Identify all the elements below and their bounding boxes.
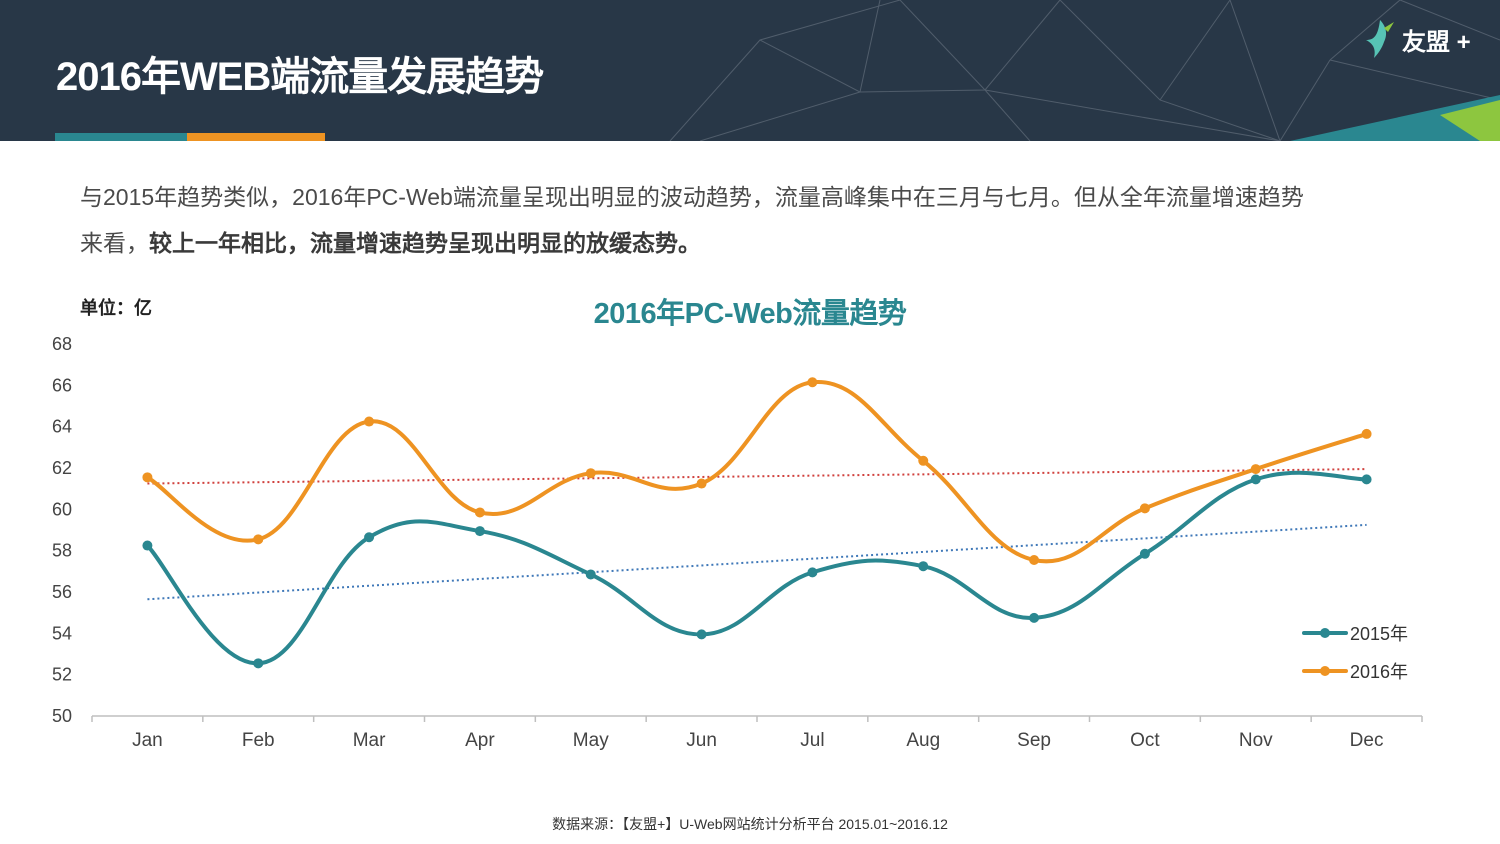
description-line-2-plain: 来看， [80, 230, 149, 256]
x-tick-label: Jan [132, 730, 163, 751]
x-tick-label: Nov [1239, 730, 1273, 751]
legend-marker [1320, 666, 1330, 676]
data-point [253, 658, 264, 669]
data-point [253, 534, 264, 545]
y-tick-label: 66 [52, 375, 72, 395]
data-point [696, 478, 707, 489]
green-corner-shape [1440, 100, 1500, 141]
data-point [474, 507, 485, 518]
legend-label: 2016年 [1350, 662, 1409, 682]
header-banner: 2016年WEB端流量发展趋势 友盟 + [0, 0, 1500, 141]
legend-label: 2015年 [1350, 624, 1409, 644]
source-note: 数据来源：【友盟+】U-Web网站统计分析平台 2015.01~2016.12 [552, 816, 948, 832]
data-point [1029, 612, 1040, 623]
x-tick-label: Jun [686, 730, 717, 751]
description-text: 与2015年趋势类似，2016年PC-Web端流量呈现出明显的波动趋势，流量高峰… [80, 174, 1440, 266]
data-point [585, 569, 596, 580]
data-point [142, 540, 153, 551]
data-point [364, 532, 375, 543]
data-point [1250, 464, 1261, 475]
y-tick-label: 62 [52, 458, 72, 478]
data-point [918, 561, 929, 572]
x-tick-label: Apr [465, 730, 495, 751]
legend-item: 2015年 [1302, 620, 1408, 646]
y-tick-label: 58 [52, 541, 72, 561]
data-point [696, 629, 707, 640]
x-tick-label: Aug [906, 730, 940, 751]
accent-bar-teal [55, 133, 187, 141]
page-title: 2016年WEB端流量发展趋势 [56, 55, 544, 99]
data-point [474, 526, 485, 537]
y-tick-label: 60 [52, 499, 72, 519]
data-point [1029, 555, 1040, 565]
data-point [918, 455, 929, 466]
data-point [364, 416, 375, 427]
y-tick-label: 54 [52, 623, 72, 643]
data-point [585, 468, 596, 479]
y-tick-label: 68 [52, 334, 72, 354]
x-tick-label: Oct [1130, 730, 1160, 751]
chart-title: 2016年PC-Web流量趋势 [593, 298, 907, 330]
data-point [1361, 428, 1372, 439]
accent-bar-orange [187, 133, 325, 141]
x-tick-label: Sep [1017, 730, 1051, 751]
trend-line [147, 468, 1367, 485]
data-point [1250, 474, 1261, 485]
legend-marker [1320, 628, 1330, 638]
data-point [142, 472, 153, 483]
x-tick-label: May [573, 730, 609, 751]
teal-corner-shape [1290, 95, 1500, 141]
legend-swatch [1302, 628, 1348, 638]
data-point [807, 567, 818, 578]
y-tick-label: 50 [52, 706, 72, 726]
x-tick-label: Jul [800, 730, 824, 751]
data-point [807, 377, 818, 388]
logo-text: 友盟 + [1402, 28, 1471, 56]
y-tick-label: 52 [52, 665, 72, 685]
description-line-2: 来看，较上一年相比，流量增速趋势呈现出明显的放缓态势。 [80, 220, 1440, 266]
y-tick-label: 64 [52, 417, 72, 437]
line-chart: Jan Feb Mar Apr May Jun Jul Aug Sep Oct Nov Dec 50 52… [52, 334, 1423, 751]
x-tick-label: Mar [353, 730, 386, 751]
legend-item: 2016年 [1302, 658, 1408, 684]
trend-line [147, 523, 1367, 601]
legend-swatch [1302, 666, 1348, 676]
x-tick-label: Dec [1350, 730, 1384, 751]
y-tick-label: 56 [52, 582, 72, 602]
bird-logo-icon [1366, 20, 1394, 58]
umeng-logo: 友盟 + [1362, 18, 1471, 60]
unit-label: 单位：亿 [80, 298, 152, 318]
description-line-2-bold: 较上一年相比，流量增速趋势呈现出明显的放缓态势。 [149, 230, 701, 256]
x-tick-label: Feb [242, 730, 275, 751]
geometric-lines-decoration [669, 0, 1500, 141]
description-line-1: 与2015年趋势类似，2016年PC-Web端流量呈现出明显的波动趋势，流量高峰… [80, 184, 1304, 210]
series-line [145, 470, 1369, 666]
data-point [1361, 474, 1372, 485]
data-point [1139, 503, 1150, 514]
data-point [1139, 548, 1150, 559]
